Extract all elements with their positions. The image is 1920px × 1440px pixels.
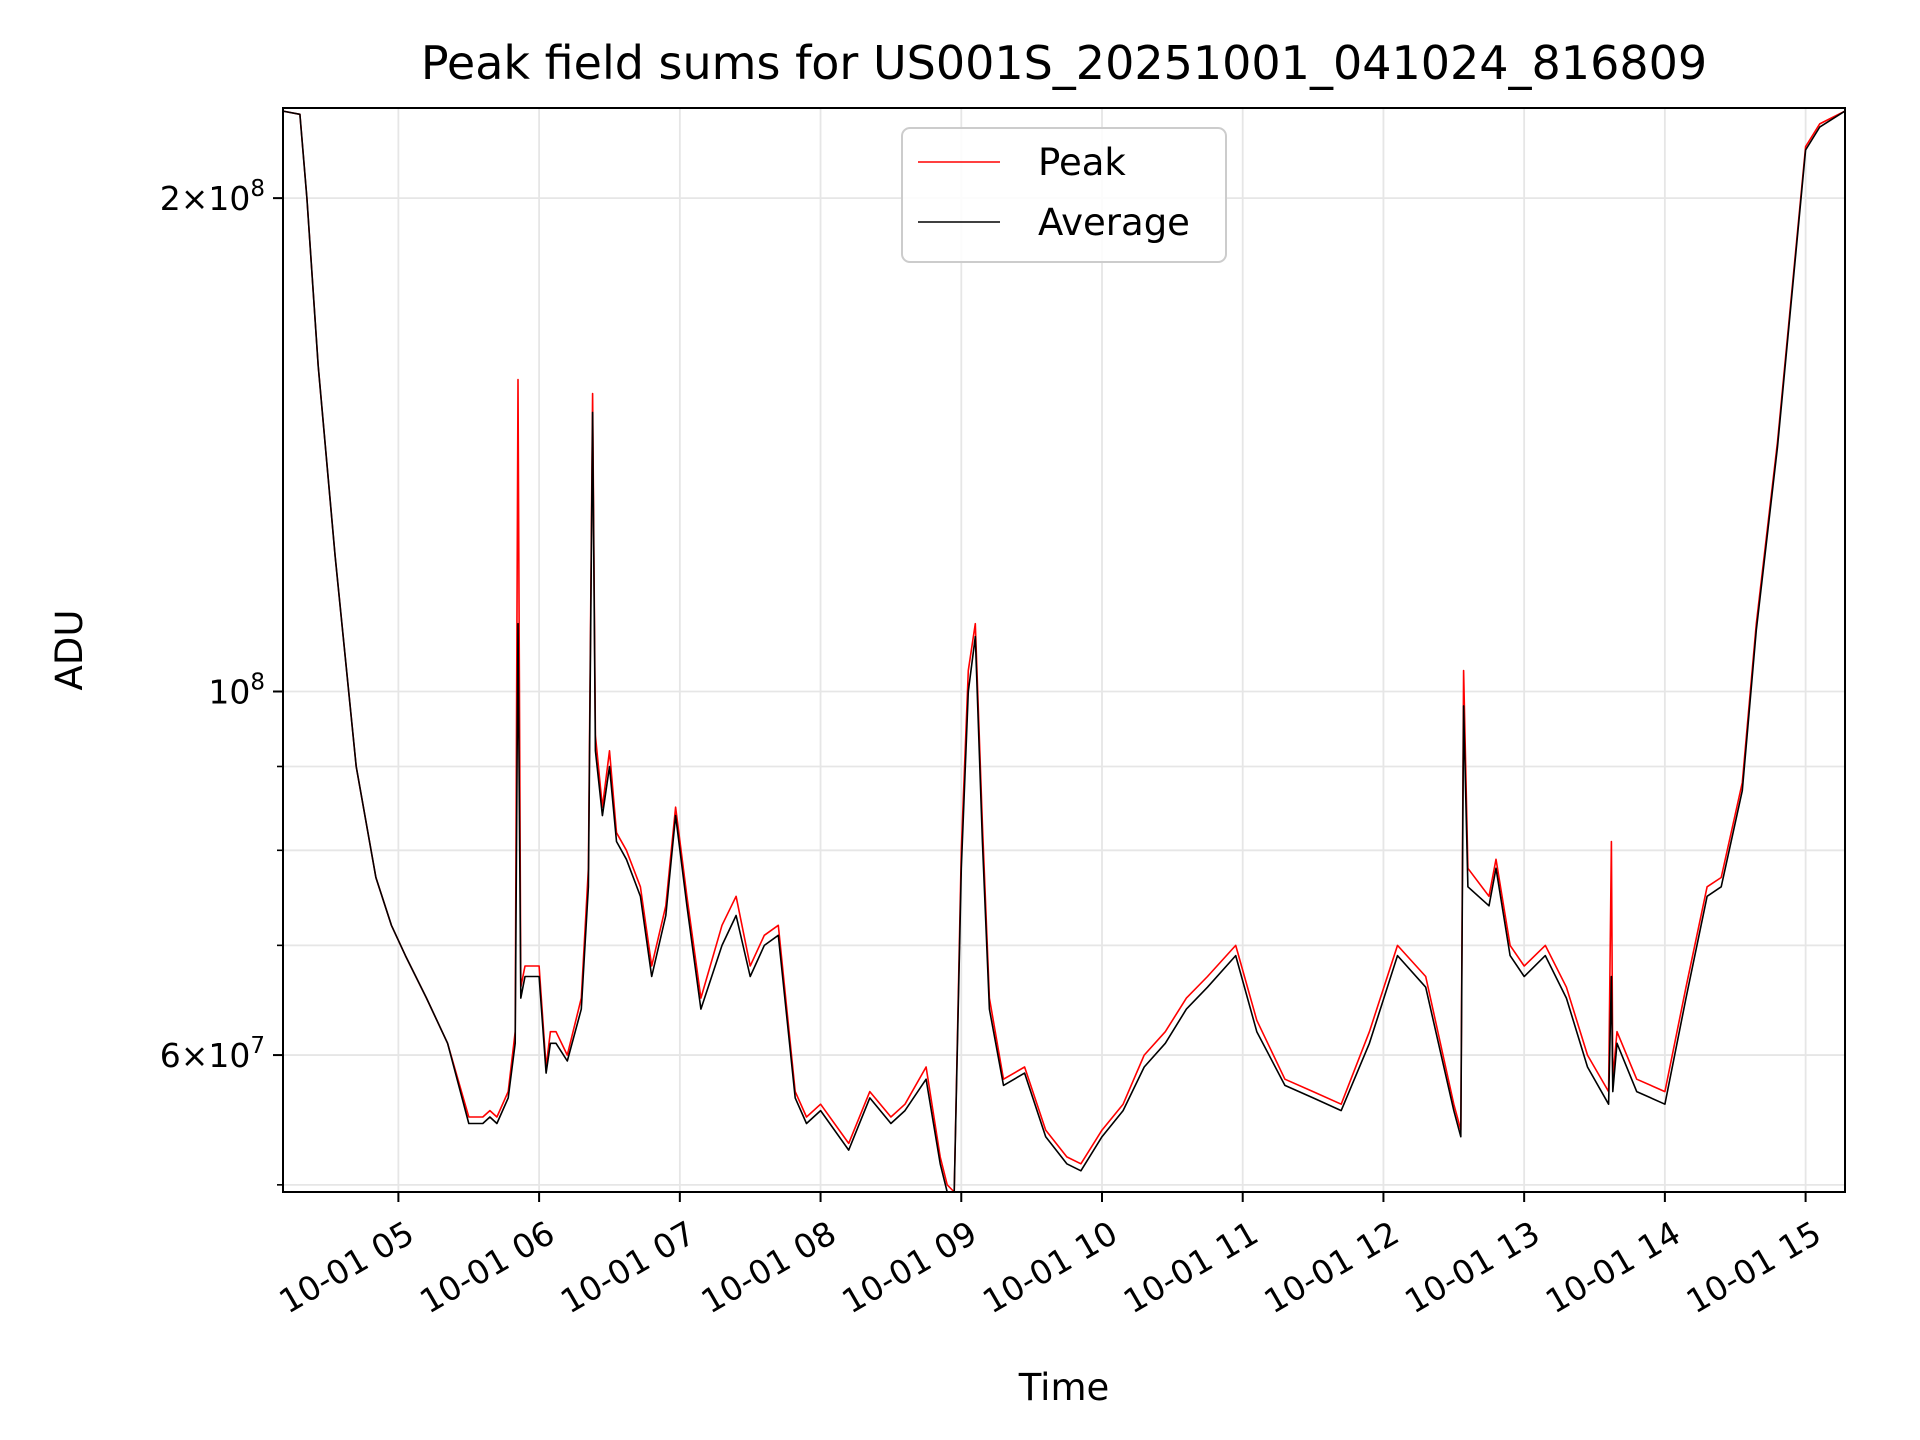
x-tick-label: 10-01 05 — [272, 1213, 420, 1321]
y-tick-label: 2×108 — [160, 176, 265, 218]
legend: Peak Average — [901, 127, 1227, 263]
x-tick-label: 10-01 07 — [554, 1213, 702, 1321]
x-tick-label: 10-01 14 — [1539, 1213, 1687, 1321]
series-line-average — [282, 110, 1846, 1193]
legend-label-peak: Peak — [1038, 141, 1126, 184]
x-axis-label: Time — [1018, 1366, 1110, 1409]
x-tick-label: 10-01 12 — [1257, 1213, 1405, 1321]
x-tick-label: 10-01 11 — [1117, 1213, 1265, 1321]
y-axis-label: ADU — [48, 610, 91, 691]
x-tick-label: 10-01 08 — [695, 1213, 843, 1321]
series-line-peak — [282, 110, 1846, 1193]
series-layer — [282, 110, 1846, 1193]
chart-title: Peak field sums for US001S_20251001_0410… — [421, 36, 1707, 90]
y-tick-label: 108 — [208, 669, 265, 711]
x-tick-label: 10-01 15 — [1680, 1213, 1828, 1321]
x-tick-label: 10-01 13 — [1398, 1213, 1546, 1321]
x-tick-label: 10-01 10 — [976, 1213, 1124, 1321]
y-tick-label: 6×107 — [160, 1033, 265, 1075]
x-tick-label: 10-01 06 — [413, 1213, 561, 1321]
plot-frame — [282, 107, 1846, 1193]
x-tick-label: 10-01 09 — [835, 1213, 983, 1321]
legend-label-average: Average — [1038, 201, 1190, 244]
